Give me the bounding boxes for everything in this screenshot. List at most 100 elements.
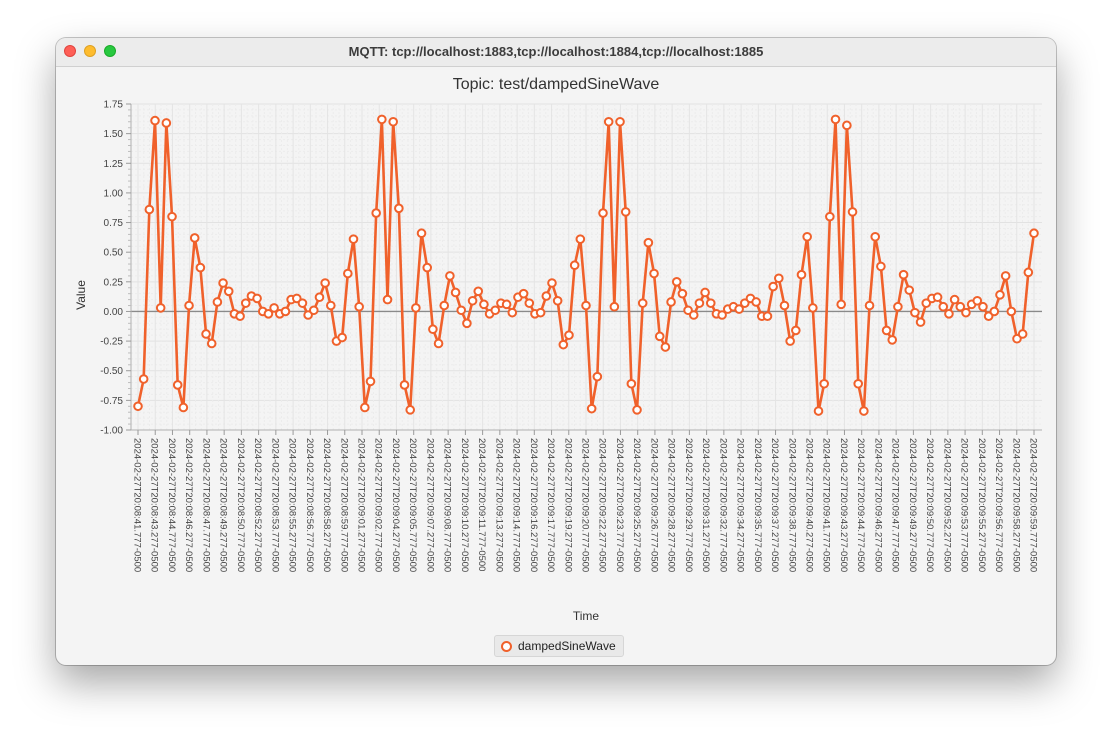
data-point[interactable]	[564, 330, 574, 340]
data-point[interactable]	[637, 298, 648, 308]
data-point[interactable]	[371, 208, 381, 218]
data-point[interactable]	[501, 299, 512, 310]
data-point[interactable]	[184, 300, 194, 311]
data-point[interactable]	[932, 292, 943, 303]
data-point[interactable]	[263, 309, 274, 319]
data-point[interactable]	[751, 297, 761, 307]
data-point[interactable]	[609, 301, 620, 312]
data-point[interactable]	[734, 304, 744, 314]
data-point[interactable]	[626, 378, 637, 389]
data-point[interactable]	[961, 307, 971, 318]
data-point[interactable]	[910, 307, 920, 318]
data-point[interactable]	[297, 298, 308, 308]
data-point[interactable]	[603, 116, 614, 127]
minimize-window-button[interactable]	[84, 45, 96, 57]
data-point[interactable]	[433, 338, 444, 349]
data-point[interactable]	[768, 281, 778, 292]
data-point[interactable]	[235, 311, 245, 321]
data-point[interactable]	[898, 269, 909, 280]
data-point[interactable]	[150, 115, 160, 126]
data-point[interactable]	[456, 305, 467, 316]
data-point[interactable]	[842, 120, 852, 131]
data-point[interactable]	[654, 331, 665, 342]
data-point[interactable]	[581, 300, 591, 311]
data-point[interactable]	[688, 310, 699, 320]
data-point[interactable]	[615, 116, 625, 127]
data-point[interactable]	[212, 297, 223, 307]
data-point[interactable]	[343, 268, 353, 279]
data-point[interactable]	[524, 298, 535, 308]
data-point[interactable]	[467, 295, 478, 306]
data-point[interactable]	[558, 339, 569, 350]
data-point[interactable]	[785, 336, 795, 346]
data-point[interactable]	[853, 378, 864, 389]
data-point[interactable]	[337, 332, 347, 343]
data-point[interactable]	[774, 273, 784, 284]
data-point[interactable]	[195, 262, 206, 273]
data-point[interactable]	[155, 303, 166, 313]
data-point[interactable]	[802, 231, 812, 242]
data-point[interactable]	[308, 305, 319, 316]
legend[interactable]: dampedSineWave	[494, 635, 624, 657]
data-point[interactable]	[819, 378, 829, 389]
data-point[interactable]	[870, 231, 881, 242]
data-point[interactable]	[949, 294, 960, 305]
data-point[interactable]	[479, 299, 489, 310]
data-point[interactable]	[189, 233, 200, 243]
data-point[interactable]	[144, 204, 155, 215]
data-point[interactable]	[1000, 271, 1011, 281]
data-point[interactable]	[893, 301, 903, 312]
data-point[interactable]	[416, 228, 427, 239]
data-point[interactable]	[660, 342, 671, 352]
data-point[interactable]	[620, 207, 631, 217]
data-point[interactable]	[473, 286, 484, 297]
data-point[interactable]	[762, 311, 773, 321]
data-point[interactable]	[399, 380, 410, 390]
data-point[interactable]	[586, 403, 597, 414]
data-point[interactable]	[326, 300, 336, 311]
data-point[interactable]	[1006, 306, 1017, 317]
data-point[interactable]	[859, 406, 869, 416]
data-point[interactable]	[791, 325, 801, 336]
data-point[interactable]	[569, 260, 580, 271]
data-point[interactable]	[547, 278, 557, 288]
data-point[interactable]	[995, 290, 1005, 300]
data-point[interactable]	[876, 261, 886, 272]
data-point[interactable]	[779, 300, 790, 311]
data-point[interactable]	[365, 376, 376, 387]
data-point[interactable]	[320, 278, 330, 288]
maximize-window-button[interactable]	[104, 45, 116, 57]
data-point[interactable]	[677, 288, 688, 299]
data-point[interactable]	[405, 405, 416, 415]
data-point[interactable]	[252, 293, 262, 304]
data-point[interactable]	[666, 297, 676, 307]
data-point[interactable]	[575, 234, 586, 244]
data-point[interactable]	[541, 291, 552, 301]
data-point[interactable]	[450, 287, 461, 298]
data-point[interactable]	[830, 114, 841, 125]
data-point[interactable]	[598, 208, 608, 218]
data-point[interactable]	[643, 237, 654, 248]
data-point[interactable]	[167, 211, 177, 222]
data-point[interactable]	[717, 310, 727, 320]
data-point[interactable]	[178, 402, 189, 413]
data-point[interactable]	[808, 303, 818, 313]
data-point[interactable]	[161, 118, 172, 128]
data-point[interactable]	[671, 277, 682, 287]
data-point[interactable]	[1023, 267, 1034, 278]
data-point[interactable]	[938, 301, 949, 312]
data-point[interactable]	[138, 374, 149, 384]
data-point[interactable]	[223, 286, 234, 297]
data-point[interactable]	[978, 301, 988, 312]
data-point[interactable]	[382, 294, 393, 305]
data-point[interactable]	[972, 295, 983, 306]
data-point[interactable]	[1029, 228, 1039, 239]
data-point[interactable]	[915, 317, 926, 327]
data-point[interactable]	[377, 114, 387, 125]
data-point[interactable]	[206, 338, 217, 349]
data-point[interactable]	[445, 271, 455, 281]
data-point[interactable]	[649, 268, 659, 279]
data-point[interactable]	[552, 295, 563, 306]
data-point[interactable]	[944, 309, 954, 319]
data-point[interactable]	[813, 406, 824, 416]
